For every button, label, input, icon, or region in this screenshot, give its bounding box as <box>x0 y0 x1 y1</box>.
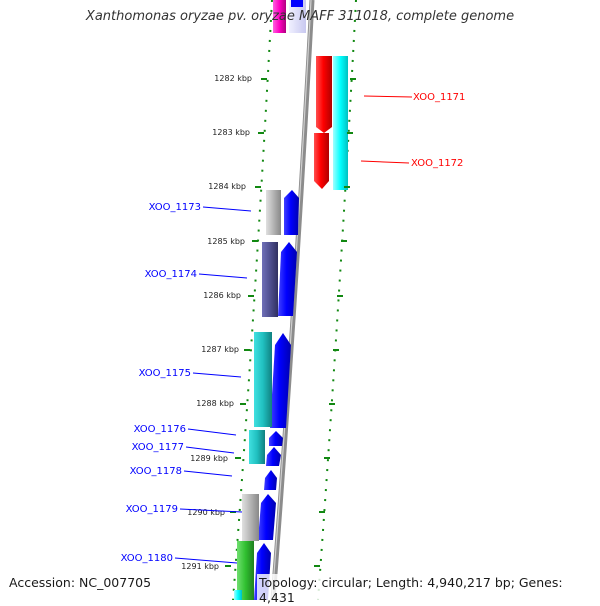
gene-label-xoo-1173[interactable]: XOO_1173 <box>149 202 201 213</box>
label-leader-line <box>360 160 410 164</box>
cog-xoo-1180-box <box>237 541 254 600</box>
label-leader-line <box>202 206 252 212</box>
gene-label-xoo-1177[interactable]: XOO_1177 <box>132 442 184 453</box>
ruler-labels: 1282 kbp 1283 kbp 1284 kbp 1285 kbp 1286… <box>181 74 252 571</box>
ruler-label: 1290 kbp <box>187 508 225 517</box>
gene-label-xoo-1171[interactable]: XOO_1171 <box>413 92 465 103</box>
label-leader-line <box>183 470 233 477</box>
genome-backbone <box>270 0 315 600</box>
cog-xoo-1174-box <box>262 242 278 317</box>
gene-label-xoo-1175[interactable]: XOO_1175 <box>139 368 191 379</box>
cog-xoo-1171-1172-box <box>333 56 348 190</box>
gene-xoo-1174-arrow <box>278 242 297 316</box>
label-leader-line <box>192 372 242 378</box>
outer-dotted-ring-right <box>317 0 357 600</box>
partial-lavender-box <box>289 0 306 33</box>
ruler-label: 1284 kbp <box>208 182 246 191</box>
label-leader-line <box>174 557 238 564</box>
gene-label-xoo-1179[interactable]: XOO_1179 <box>126 504 178 515</box>
outer-tick-marks <box>314 78 356 567</box>
gene-xoo-1175-arrow <box>270 333 291 428</box>
label-leader-line <box>179 508 243 513</box>
gene-xoo-1173-arrow <box>284 190 299 235</box>
outer-dotted-ring-left <box>232 0 273 600</box>
gene-label-xoo-1180[interactable]: XOO_1180 <box>121 553 173 564</box>
cog-xoo-1173-box <box>266 190 281 235</box>
accession-text: Accession: NC_007705 <box>7 574 154 591</box>
cog-xoo-1175-box <box>254 332 272 427</box>
ruler-label: 1285 kbp <box>207 237 245 246</box>
cog-xoo-1180-cyan-box <box>234 590 242 600</box>
gene-xoo-1171-arrow <box>316 56 332 133</box>
gene-label-xoo-1176[interactable]: XOO_1176 <box>134 424 186 435</box>
ruler-label: 1286 kbp <box>203 291 241 300</box>
gene-xoo-1178-arrow <box>264 470 277 490</box>
gene-xoo-1176-arrow <box>269 431 283 446</box>
ruler-label: 1289 kbp <box>190 454 228 463</box>
label-leader-line <box>185 446 235 454</box>
ruler-label: 1283 kbp <box>212 128 250 137</box>
reverse-gene-labels: XOO_1173 XOO_1174 XOO_1175 XOO_1176 XOO_… <box>121 202 252 564</box>
gene-label-xoo-1178[interactable]: XOO_1178 <box>130 466 182 477</box>
ruler-label: 1287 kbp <box>201 345 239 354</box>
ruler-label: 1288 kbp <box>196 399 234 408</box>
partial-magenta-cog-box <box>273 0 286 33</box>
label-leader-line <box>198 273 248 279</box>
partial-blue-gene <box>291 0 303 7</box>
cog-xoo-1176-box <box>249 430 265 464</box>
gene-xoo-1172-arrow <box>314 133 329 189</box>
map-title: Xanthomonas oryzae pv. oryzae MAFF 31101… <box>85 9 515 24</box>
ruler-label: 1282 kbp <box>214 74 252 83</box>
forward-gene-labels: XOO_1171 XOO_1172 <box>360 92 465 169</box>
cog-xoo-1179-box <box>242 494 259 541</box>
gene-label-xoo-1174[interactable]: XOO_1174 <box>145 269 197 280</box>
ruler-label: 1291 kbp <box>181 562 219 571</box>
genome-summary-text: Topology: circular; Length: 4,940,217 bp… <box>257 574 600 606</box>
gene-xoo-1179-arrow <box>258 494 276 540</box>
gene-label-xoo-1172[interactable]: XOO_1172 <box>411 158 463 169</box>
label-leader-line <box>363 95 413 98</box>
gene-xoo-1177-arrow <box>266 447 281 466</box>
inner-tick-marks <box>225 78 267 567</box>
label-leader-line <box>187 428 237 436</box>
